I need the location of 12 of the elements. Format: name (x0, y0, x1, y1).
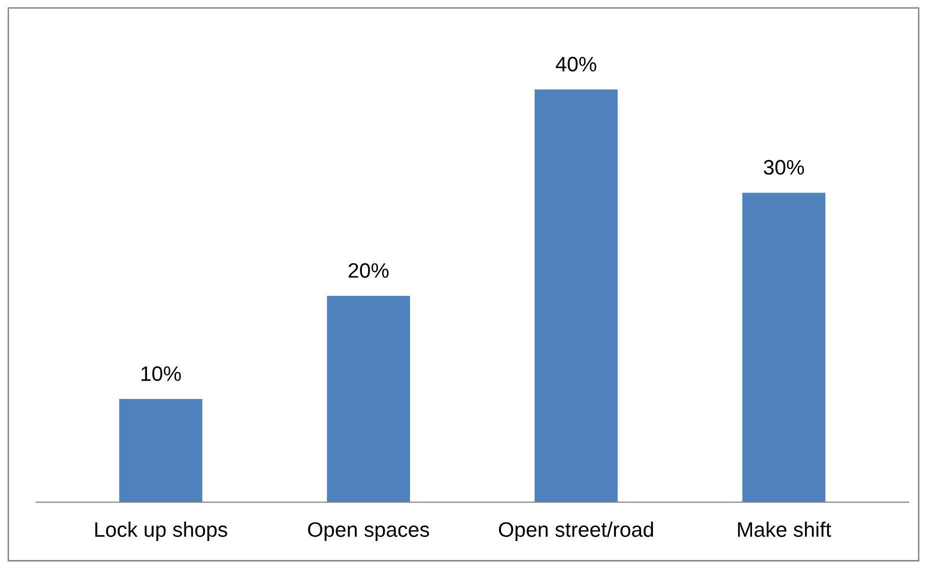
bar (742, 192, 826, 502)
data-label: 30% (764, 160, 804, 175)
bar (119, 399, 202, 502)
x-tick-label: Lock up shops (95, 522, 228, 542)
x-tick-label: Make shift (738, 522, 832, 537)
bar (534, 90, 618, 502)
data-label: 10% (142, 366, 181, 382)
x-tick-label: Open street/road (498, 522, 653, 542)
data-label: 40% (556, 56, 596, 72)
x-tick-label: Open spaces (308, 522, 430, 542)
bar (326, 296, 410, 502)
data-label: 20% (348, 263, 389, 278)
